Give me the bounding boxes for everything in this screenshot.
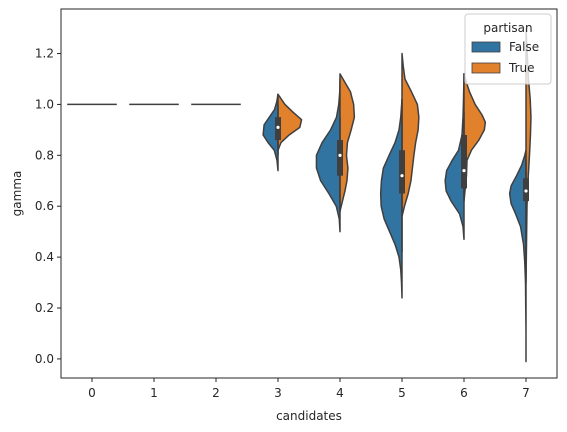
y-axis-label: gamma xyxy=(10,171,24,217)
violin-false-5 xyxy=(379,98,403,299)
plot-area-frame xyxy=(60,8,558,379)
legend: partisan False True xyxy=(464,13,552,85)
y-tick-label-6: 1.2 xyxy=(35,47,54,61)
x-axis: 0 1 2 3 4 5 6 7 xyxy=(88,378,530,400)
legend-title: partisan xyxy=(483,21,532,35)
median-dot-4 xyxy=(338,153,342,157)
violin-true-4 xyxy=(339,73,356,213)
violin-true-3 xyxy=(277,93,303,151)
violin-false-7 xyxy=(508,149,527,363)
x-tick-label-3: 3 xyxy=(274,386,282,400)
y-tick-label-5: 1.0 xyxy=(35,97,54,111)
violin-false-4 xyxy=(315,78,341,233)
y-tick-label-3: 0.6 xyxy=(35,199,54,213)
y-tick-label-2: 0.4 xyxy=(35,250,54,264)
x-tick-label-4: 4 xyxy=(336,386,344,400)
median-dot-5 xyxy=(400,174,404,178)
legend-label-false: False xyxy=(509,40,539,54)
median-dot-7 xyxy=(524,189,528,193)
median-dot-3 xyxy=(276,125,280,129)
x-tick-label-2: 2 xyxy=(212,386,220,400)
y-axis: 0.0 0.2 0.4 0.6 0.8 1.0 1.2 xyxy=(35,47,61,366)
median-dot-6 xyxy=(462,168,466,173)
x-tick-label-7: 7 xyxy=(522,386,530,400)
legend-swatch-false xyxy=(471,41,501,53)
violin-layer xyxy=(67,27,532,363)
legend-label-true: True xyxy=(508,61,535,75)
inner-box-6 xyxy=(461,134,467,189)
y-tick-label-0: 0.0 xyxy=(35,352,54,366)
x-axis-label: candidates xyxy=(276,409,342,423)
x-tick-label-6: 6 xyxy=(460,386,468,400)
x-tick-label-0: 0 xyxy=(88,386,96,400)
legend-swatch-true xyxy=(471,62,501,74)
x-tick-label-1: 1 xyxy=(150,386,158,400)
violin-true-6 xyxy=(463,73,487,202)
x-tick-label-5: 5 xyxy=(398,386,406,400)
y-tick-label-4: 0.8 xyxy=(35,148,54,162)
inner-box-4 xyxy=(337,140,343,176)
violin-true-5 xyxy=(401,52,420,218)
inner-box-layer xyxy=(275,99,529,273)
inner-box-5 xyxy=(399,150,405,194)
y-tick-label-1: 0.2 xyxy=(35,301,54,315)
